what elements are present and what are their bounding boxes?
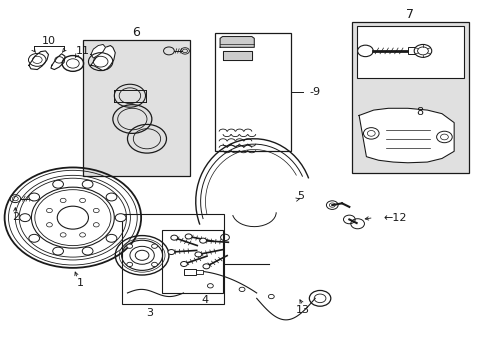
Circle shape xyxy=(199,238,206,243)
Circle shape xyxy=(60,233,66,237)
Bar xyxy=(407,47,416,54)
Text: 13: 13 xyxy=(295,305,309,315)
Text: ←12: ←12 xyxy=(383,213,406,222)
Circle shape xyxy=(60,198,66,203)
Circle shape xyxy=(46,222,52,227)
Circle shape xyxy=(29,193,40,201)
Bar xyxy=(183,269,195,275)
Polygon shape xyxy=(91,45,115,71)
Text: 5: 5 xyxy=(297,191,304,201)
Bar xyxy=(356,26,463,78)
Circle shape xyxy=(106,234,117,242)
Text: 4: 4 xyxy=(202,295,209,305)
Circle shape xyxy=(170,235,177,240)
Circle shape xyxy=(115,214,126,222)
Polygon shape xyxy=(51,54,65,69)
Circle shape xyxy=(151,244,157,248)
Circle shape xyxy=(20,214,30,222)
Circle shape xyxy=(151,262,157,267)
Text: 3: 3 xyxy=(145,308,153,318)
Circle shape xyxy=(126,262,132,267)
Circle shape xyxy=(57,206,88,229)
Circle shape xyxy=(203,264,209,269)
Circle shape xyxy=(80,233,85,237)
Text: 10: 10 xyxy=(42,36,56,46)
Circle shape xyxy=(82,247,93,255)
Bar xyxy=(215,33,290,151)
Circle shape xyxy=(135,250,149,260)
Circle shape xyxy=(363,128,378,139)
Text: 2: 2 xyxy=(12,212,19,222)
Bar xyxy=(351,22,468,173)
Circle shape xyxy=(80,198,85,203)
Circle shape xyxy=(106,193,117,201)
Circle shape xyxy=(167,249,174,255)
Circle shape xyxy=(436,131,451,143)
Circle shape xyxy=(357,45,372,57)
Text: 11: 11 xyxy=(76,46,89,56)
Circle shape xyxy=(180,261,187,266)
Polygon shape xyxy=(29,51,48,69)
Text: 6: 6 xyxy=(132,26,140,39)
Circle shape xyxy=(46,208,52,213)
Circle shape xyxy=(82,180,93,188)
Circle shape xyxy=(126,244,132,248)
Circle shape xyxy=(185,234,192,239)
Circle shape xyxy=(29,234,40,242)
Circle shape xyxy=(53,180,63,188)
Bar xyxy=(161,230,222,293)
Polygon shape xyxy=(222,51,251,60)
Circle shape xyxy=(413,44,431,57)
Circle shape xyxy=(53,247,63,255)
Text: -9: -9 xyxy=(309,87,320,97)
Text: 8: 8 xyxy=(416,107,423,117)
Bar xyxy=(82,40,189,176)
Bar xyxy=(122,214,224,304)
Polygon shape xyxy=(358,108,453,163)
Circle shape xyxy=(93,208,99,213)
Polygon shape xyxy=(91,44,105,58)
Polygon shape xyxy=(220,37,254,47)
Circle shape xyxy=(195,252,202,257)
Text: 7: 7 xyxy=(406,8,413,21)
Circle shape xyxy=(93,222,99,227)
Bar xyxy=(195,270,203,274)
Text: 1: 1 xyxy=(77,278,83,288)
